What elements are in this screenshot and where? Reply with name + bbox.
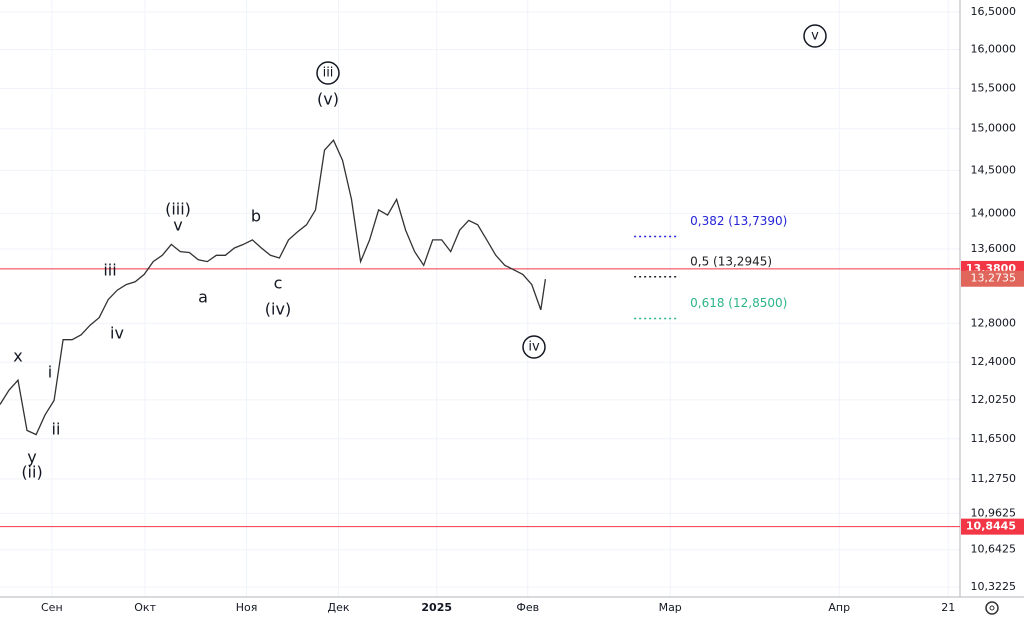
wave-circle — [803, 24, 827, 48]
wave-label: v — [173, 216, 182, 235]
wave-label: (iii) — [165, 200, 191, 219]
wave-label: ii — [52, 420, 61, 439]
y-tick-label: 13,6000 — [971, 242, 1017, 255]
y-tick-label: 12,8000 — [971, 316, 1017, 329]
x-tick-label: Дек — [327, 601, 349, 614]
y-tick-label: 16,5000 — [971, 5, 1017, 18]
y-tick-label: 11,6500 — [971, 432, 1017, 445]
price-line-series — [0, 139, 547, 436]
fib-label: 0,618 (12,8500) — [690, 296, 787, 310]
wave-circle — [316, 61, 340, 85]
x-tick-label: 2025 — [421, 601, 452, 614]
wave-label: (v) — [317, 90, 339, 109]
x-tick-label: Мар — [659, 601, 682, 614]
wave-label: iii — [103, 261, 116, 280]
wave-label: x — [13, 347, 22, 366]
fib-label: 0,5 (13,2945) — [690, 254, 772, 268]
x-tick-label: Ноя — [236, 601, 258, 614]
wave-label: y — [27, 448, 36, 467]
wave-label: iii — [323, 66, 334, 81]
fib-label: 0,382 (13,7390) — [690, 214, 787, 228]
price-label: 10,8445 — [966, 520, 1016, 533]
y-tick-label: 11,2750 — [971, 472, 1017, 485]
y-tick-label: 15,0000 — [971, 122, 1017, 135]
wave-label: iv — [110, 324, 124, 343]
wave-label: c — [274, 274, 283, 293]
y-tick-label: 15,5000 — [971, 82, 1017, 95]
wave-label: b — [251, 207, 261, 226]
wave-label: iv — [528, 340, 540, 355]
wave-label: v — [811, 29, 819, 44]
grid — [0, 0, 960, 597]
price-label-box — [961, 518, 1024, 535]
x-tick-label: Апр — [828, 601, 850, 614]
last-price-box — [961, 270, 1024, 287]
y-tick-label: 10,9625 — [971, 506, 1017, 519]
wave-label: (iv) — [265, 300, 291, 319]
y-tick-label: 16,0000 — [971, 43, 1017, 56]
wave-circle — [522, 335, 546, 359]
wave-label: (ii) — [21, 463, 42, 482]
y-tick-label: 14,0000 — [971, 206, 1017, 219]
wave-label: a — [198, 288, 208, 307]
last-price-label: 13,2735 — [971, 272, 1017, 285]
wave-label: i — [48, 363, 52, 382]
gear-icon[interactable] — [985, 601, 999, 615]
y-tick-label: 10,6425 — [971, 543, 1017, 556]
x-tick-label: Окт — [134, 601, 156, 614]
y-tick-label: 10,3225 — [971, 580, 1017, 593]
y-tick-label: 12,4000 — [971, 355, 1017, 368]
x-tick-label: Фев — [516, 601, 539, 614]
settings-button[interactable] — [985, 601, 999, 615]
y-tick-label: 12,0250 — [971, 393, 1017, 406]
x-tick-label: Сен — [41, 601, 63, 614]
x-tick-label: 21 — [941, 601, 955, 614]
gear-hub — [989, 605, 995, 611]
y-tick-label: 14,5000 — [971, 163, 1017, 176]
